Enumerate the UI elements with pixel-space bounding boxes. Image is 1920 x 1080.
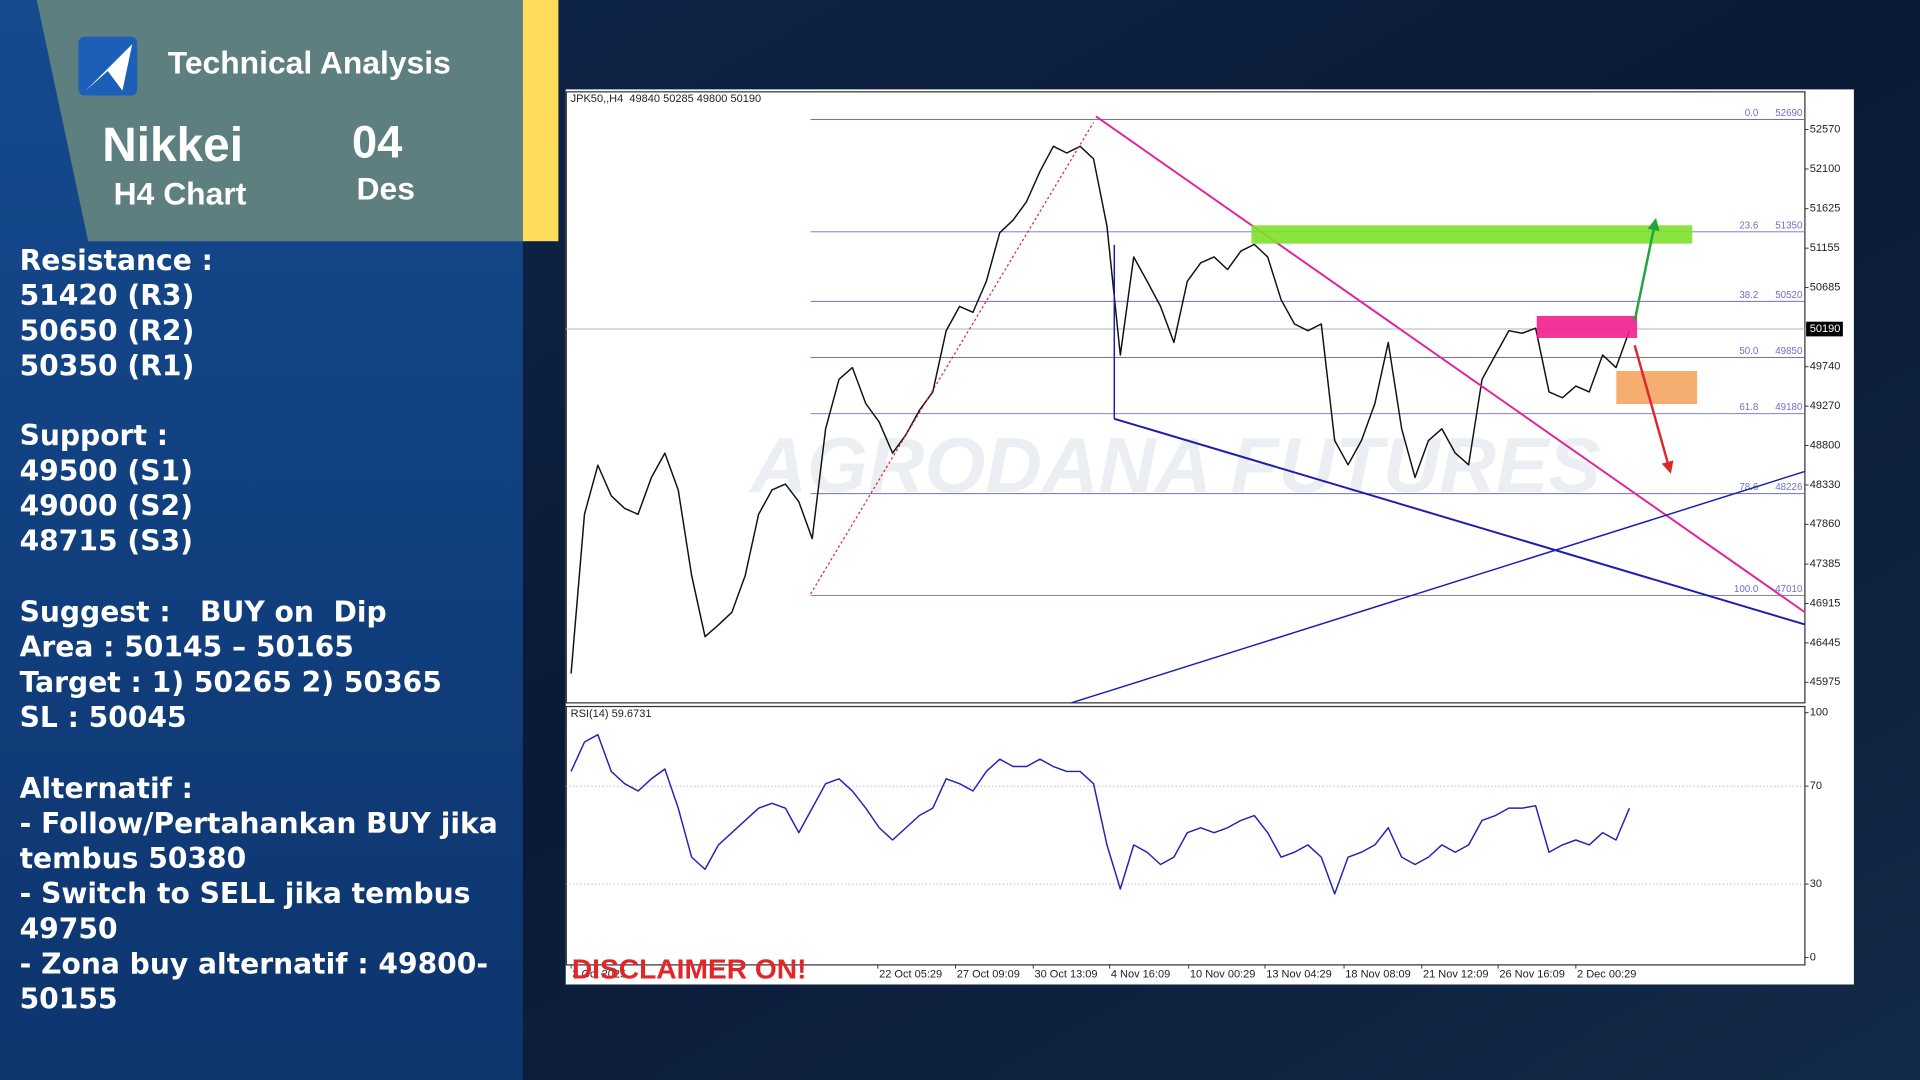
fib-price: 49850 [1775,346,1803,357]
fib-anchor-line [810,122,1094,595]
x-tick-label: 18 Nov 08:09 [1345,969,1411,981]
y-tick-label: 49270 [1810,400,1841,412]
analysis-line: 50155 [20,983,118,1016]
analysis-line: Area : 50145 – 50165 [20,631,354,664]
y-tick-label: 51625 [1810,203,1841,215]
chart-panel [565,89,1854,985]
analysis-line: Resistance : [20,244,213,277]
logo [78,36,138,96]
y-tick-label: 0 [1810,951,1816,963]
fib-price: 50520 [1775,290,1803,301]
analysis-line: - Follow/Pertahankan BUY jika [20,807,498,840]
fib-price: 49180 [1775,402,1803,413]
axes-layer: JPK50,,H4 49840 50285 49800 50190 52570 52… [570,93,1843,981]
drawings [810,115,1806,704]
day: 04 [352,117,402,168]
trendline [1071,470,1806,704]
rsi-pane-frame [565,705,1806,966]
fib-level: 23.6 [1739,220,1759,231]
y-tick-label: 48330 [1810,479,1841,491]
y-tick-label: 47385 [1810,558,1841,570]
y-tick-label: 52100 [1810,163,1841,175]
fib-price: 51350 [1775,220,1803,231]
x-tick-label: 26 Nov 16:09 [1499,969,1565,981]
y-tick-label: 48800 [1810,439,1841,451]
y-tick-label: 46445 [1810,637,1841,649]
month: Des [357,170,415,206]
x-tick-label: 3 Oct 2025 [572,969,626,981]
fib-price: 52690 [1775,108,1803,119]
x-tick-label: 2 Dec 00:29 [1577,969,1636,981]
analysis-line: 49500 (S1) [20,454,193,487]
down-arrow [1633,344,1674,474]
header-title: Technical Analysis [168,44,451,80]
price-box [1806,321,1843,337]
price-pane-frame [565,91,1806,704]
x-tick-label: 13 Nov 04:29 [1266,969,1332,981]
x-tick-label: 30 Oct 13:09 [1034,969,1097,981]
fib-price: 48226 [1775,482,1803,493]
analysis-line: Suggest : BUY on Dip [20,595,387,628]
header-box [36,0,523,242]
analysis-line: Alternatif : [20,772,193,805]
fib-level: 78.6 [1739,482,1759,493]
analysis-text: Resistance :51420 (R3)50650 (R2)50350 (R… [20,244,498,1016]
logo-mark [85,44,133,91]
analysis-line: 51420 (R3) [20,279,195,312]
timeframe: H4 Chart [114,175,247,211]
y-tick-label: 51155 [1810,242,1840,254]
disclaimer: DISCLAIMER ON! [572,953,807,984]
x-tick-label: 10 Nov 00:29 [1190,969,1256,981]
pane-title: JPK50,,H4 49840 50285 49800 50190 [571,93,762,105]
y-tick-label: 30 [1810,878,1822,890]
analysis-line: Target : 1) 50265 2) 50365 [20,666,442,699]
buy-zone [1536,315,1638,338]
y-tick-label: 52570 [1810,123,1841,135]
analysis-line: 48715 (S3) [20,525,193,558]
y-tick-label: 45975 [1810,676,1841,688]
pane-title: RSI(14) 59.6731 [571,708,652,720]
trendline [1095,115,1806,614]
x-tick-label: 21 Nov 12:09 [1423,969,1489,981]
up-arrow [1633,218,1660,322]
price-label: 50190 [1810,323,1841,335]
y-tick-label: 50685 [1810,281,1841,293]
fib-level: 38.2 [1739,290,1758,301]
analysis-line: Support : [20,419,168,452]
series-line [570,733,1631,895]
analysis-line: 50650 (R2) [20,314,195,347]
target-zone [1251,225,1693,244]
analysis-line: 50350 (R1) [20,349,195,382]
series-line [570,145,1631,674]
y-tick-label: 70 [1810,780,1822,792]
fib-level: 50.0 [1739,346,1759,357]
header-accent [522,0,559,242]
x-tick-label: 22 Oct 05:29 [879,969,942,981]
analysis-line: tembus 50380 [20,842,247,875]
fib-level: 0.0 [1745,108,1759,119]
analysis-line: 49750 [20,912,118,945]
trendline [1114,417,1806,626]
fib-level: 100.0 [1734,584,1759,595]
analysis-line: - Switch to SELL jika tembus [20,877,471,910]
analysis-line: SL : 50045 [20,701,187,734]
fib-level: 61.8 [1739,402,1759,413]
analysis-line: 49000 (S2) [20,489,193,522]
analysis-line: - Zona buy alternatif : 49800- [20,948,488,981]
fib-price: 47010 [1775,584,1803,595]
x-tick-label: 27 Oct 09:09 [957,969,1020,981]
alt-zone [1616,371,1698,405]
y-tick-label: 47860 [1810,518,1841,530]
y-tick-label: 46915 [1810,597,1841,609]
instrument: Nikkei [102,119,243,172]
x-tick-label: 4 Nov 16:09 [1111,969,1170,981]
y-tick-label: 49740 [1810,361,1841,373]
y-tick-label: 100 [1810,707,1828,719]
